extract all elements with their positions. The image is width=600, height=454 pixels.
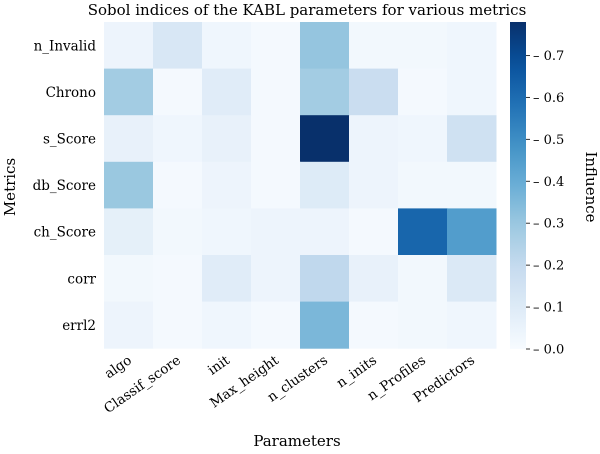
colorbar-tick-label: – 0.4 xyxy=(533,175,564,190)
heatmap-cell-s_Score-n_clusters xyxy=(300,115,350,163)
heatmap-cell-corr-algo xyxy=(104,255,154,303)
chart-title: Sobol indices of the KABL parameters for… xyxy=(88,1,527,19)
heatmap-cell-corr-n_Profiles xyxy=(398,255,448,303)
y-tick-label: n_Invalid xyxy=(34,38,97,54)
colorbar-tick-label: – 0.7 xyxy=(533,49,564,64)
heatmap-cell-db_Score-init xyxy=(202,161,252,209)
colorbar-tick-label: – 0.6 xyxy=(533,91,564,106)
heatmap-cell-Chrono-n_inits xyxy=(349,68,399,116)
heatmap-cell-errl2-n_clusters xyxy=(300,301,350,349)
heatmap-cell-s_Score-Predictors xyxy=(447,115,497,163)
heatmap-cell-errl2-init xyxy=(202,301,252,349)
y-tick-label: db_Score xyxy=(33,178,96,194)
heatmap-cell-ch_Score-n_clusters xyxy=(300,208,350,256)
heatmap-cell-ch_Score-n_inits xyxy=(349,208,399,256)
heatmap-cell-corr-Classif_score xyxy=(153,255,203,303)
heatmap-cell-n_Invalid-Classif_score xyxy=(153,22,203,70)
colorbar-tick-label: – 0.0 xyxy=(533,343,564,358)
heatmap-cell-db_Score-Classif_score xyxy=(153,161,203,209)
heatmap-cell-Chrono-init xyxy=(202,68,252,116)
heatmap-cell-corr-Predictors xyxy=(447,255,497,303)
heatmap-cell-n_Invalid-Predictors xyxy=(447,22,497,70)
heatmap-cell-n_Invalid-Max_height xyxy=(251,22,301,70)
heatmap-cell-db_Score-n_inits xyxy=(349,161,399,209)
heatmap-cell-n_Invalid-init xyxy=(202,22,252,70)
y-tick-label: corr xyxy=(67,271,96,287)
heatmap-cell-db_Score-Max_height xyxy=(251,161,301,209)
heatmap-cell-Chrono-n_clusters xyxy=(300,68,350,116)
heatmap-cell-errl2-Predictors xyxy=(447,301,497,349)
y-axis-label: Metrics xyxy=(1,158,19,216)
heatmap-cell-corr-n_clusters xyxy=(300,255,350,303)
heatmap-cell-n_Invalid-algo xyxy=(104,22,154,70)
colorbar-tick-label: – 0.5 xyxy=(533,133,564,148)
colorbar-tick-label: – 0.3 xyxy=(533,217,564,232)
heatmap-cell-ch_Score-Predictors xyxy=(447,208,497,256)
heatmap-cell-Chrono-algo xyxy=(104,68,154,116)
heatmap-cell-ch_Score-Max_height xyxy=(251,208,301,256)
heatmap-cell-s_Score-Max_height xyxy=(251,115,301,163)
y-tick-label: ch_Score xyxy=(34,225,96,241)
heatmap-cell-s_Score-n_inits xyxy=(349,115,399,163)
heatmap-cell-n_Invalid-n_clusters xyxy=(300,22,350,70)
colorbar-ticks: – 0.0 – 0.1 – 0.2 – 0.3 – 0.4 – 0.5 – 0.6 – 0.7 xyxy=(526,49,564,358)
heatmap-cell-s_Score-algo xyxy=(104,115,154,163)
y-tick-labels: n_Invalid Chrono s_Score db_Score ch_Scoreco… xyxy=(33,38,97,334)
x-tick-label: algo xyxy=(102,352,135,382)
y-tick-label: Chrono xyxy=(46,85,96,101)
heatmap-cell-Chrono-Max_height xyxy=(251,68,301,116)
heatmap-cell-s_Score-n_Profiles xyxy=(398,115,448,163)
heatmap-cell-corr-init xyxy=(202,255,252,303)
heatmap-cell-n_Invalid-n_Profiles xyxy=(398,22,448,70)
y-tick-label: s_Score xyxy=(43,132,96,148)
heatmap-cell-n_Invalid-n_inits xyxy=(349,22,399,70)
heatmap-cell-errl2-n_inits xyxy=(349,301,399,349)
heatmap-cell-ch_Score-algo xyxy=(104,208,154,256)
heatmap-cell-s_Score-init xyxy=(202,115,252,163)
heatmap-cell-Chrono-Classif_score xyxy=(153,68,203,116)
heatmap-cell-s_Score-Classif_score xyxy=(153,115,203,163)
colorbar xyxy=(510,22,526,349)
heatmap-cell-Chrono-Predictors xyxy=(447,68,497,116)
heatmap-cell-errl2-n_Profiles xyxy=(398,301,448,349)
heatmap-cell-Chrono-n_Profiles xyxy=(398,68,448,116)
heatmap-cell-errl2-Classif_score xyxy=(153,301,203,349)
heatmap-cell-errl2-Max_height xyxy=(251,301,301,349)
heatmap-cell-errl2-algo xyxy=(104,301,154,349)
colorbar-tick-label: – 0.1 xyxy=(533,301,564,316)
x-axis-label: Parameters xyxy=(253,432,340,450)
heatmap-cell-ch_Score-n_Profiles xyxy=(398,208,448,256)
heatmap-cell-db_Score-Predictors xyxy=(447,161,497,209)
x-tick-label: init xyxy=(205,352,233,378)
y-tick-label: errl2 xyxy=(62,318,96,334)
heatmap-cell-corr-n_inits xyxy=(349,255,399,303)
heatmap-cell-db_Score-n_clusters xyxy=(300,161,350,209)
heatmap-cells xyxy=(104,22,497,349)
heatmap-cell-db_Score-n_Profiles xyxy=(398,161,448,209)
heatmap-cell-db_Score-algo xyxy=(104,161,154,209)
heatmap-cell-ch_Score-init xyxy=(202,208,252,256)
colorbar-label: Influence xyxy=(582,151,600,222)
colorbar-tick-label: – 0.2 xyxy=(533,259,564,274)
heatmap-cell-ch_Score-Classif_score xyxy=(153,208,203,256)
heatmap-cell-corr-Max_height xyxy=(251,255,301,303)
